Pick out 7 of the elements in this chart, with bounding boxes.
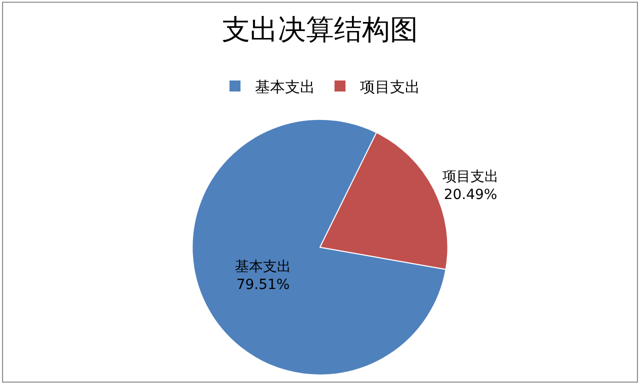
legend-label: 基本支出 (255, 78, 315, 96)
data-label: 79.51% (236, 277, 290, 294)
slice-label: 项目支出 (442, 168, 499, 185)
slice-label: 基本支出 (235, 258, 292, 275)
legend-label: 项目支出 (360, 78, 420, 96)
data-label: 20.49% (444, 187, 498, 204)
chart-title: 支出决算结构图 (222, 12, 418, 46)
